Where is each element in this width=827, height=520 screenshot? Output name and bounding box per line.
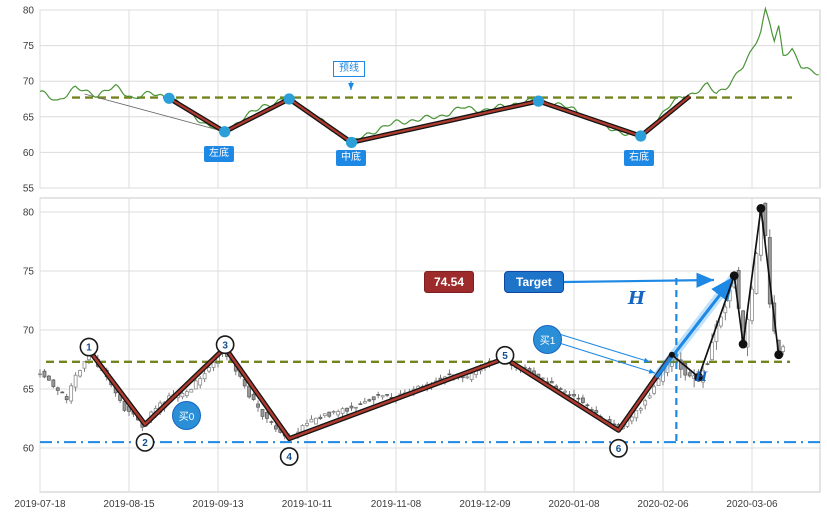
pivot-dot <box>163 92 175 104</box>
target-value-box: 74.54 <box>424 271 475 293</box>
buy1-pointer-2 <box>555 341 656 374</box>
target-arrow <box>563 272 715 288</box>
pivot-number-markers: 1 2 3 4 5 6 <box>79 335 628 466</box>
svg-text:2019-07-18: 2019-07-18 <box>14 499 66 510</box>
svg-text:2020-01-08: 2020-01-08 <box>548 499 600 510</box>
pattern-height-label-small: H <box>695 370 708 385</box>
svg-text:5: 5 <box>502 351 508 362</box>
svg-text:4: 4 <box>286 452 292 463</box>
svg-text:2020-02-06: 2020-02-06 <box>637 499 689 510</box>
right-bottom-label: 右底 <box>624 150 654 166</box>
recent-price-zigzag <box>671 208 780 379</box>
svg-text:70: 70 <box>23 326 35 337</box>
svg-text:2019-11-08: 2019-11-08 <box>371 499 422 510</box>
svg-text:1: 1 <box>86 343 92 354</box>
svg-text:75: 75 <box>23 41 35 52</box>
target-label-box: Target <box>504 271 564 293</box>
left-bottom-label: 左底 <box>204 146 234 162</box>
bottom-pattern-layer <box>40 204 820 446</box>
pivot-dot <box>635 130 647 142</box>
pivot-dot <box>345 136 358 149</box>
top-pattern-panel <box>39 6 819 149</box>
svg-text:60: 60 <box>23 148 35 159</box>
projection-arrow <box>655 275 736 379</box>
svg-text:75: 75 <box>23 267 35 278</box>
neckline-label: 预线 <box>333 61 365 77</box>
panel-backgrounds <box>39 9 821 493</box>
svg-text:65: 65 <box>23 112 35 123</box>
svg-text:2019-10-11: 2019-10-11 <box>282 499 333 510</box>
pattern-height-label-big: H <box>628 288 646 309</box>
svg-text:55: 55 <box>23 184 35 195</box>
buy1-pointer-1 <box>558 333 651 363</box>
svg-text:2019-08-15: 2019-08-15 <box>103 499 155 510</box>
svg-text:2020-03-06: 2020-03-06 <box>726 499 778 510</box>
svg-text:2019-12-09: 2019-12-09 <box>459 499 511 510</box>
pattern-zigzag-main <box>88 346 673 440</box>
middle-bottom-label: 中底 <box>336 150 366 166</box>
svg-text:70: 70 <box>23 77 35 88</box>
pivot-dot <box>532 95 545 107</box>
pivot-dot <box>219 126 231 138</box>
svg-text:65: 65 <box>23 385 35 396</box>
buy1-marker: 买1 <box>533 325 562 354</box>
pivot-dot <box>283 93 295 105</box>
buy0-marker: 买0 <box>172 401 201 430</box>
svg-text:2: 2 <box>142 438 148 449</box>
svg-text:2019-09-13: 2019-09-13 <box>192 499 244 510</box>
svg-text:6: 6 <box>616 444 622 455</box>
svg-text:80: 80 <box>23 6 35 17</box>
svg-text:80: 80 <box>23 208 35 219</box>
svg-text:3: 3 <box>222 340 228 351</box>
svg-text:60: 60 <box>23 444 35 455</box>
